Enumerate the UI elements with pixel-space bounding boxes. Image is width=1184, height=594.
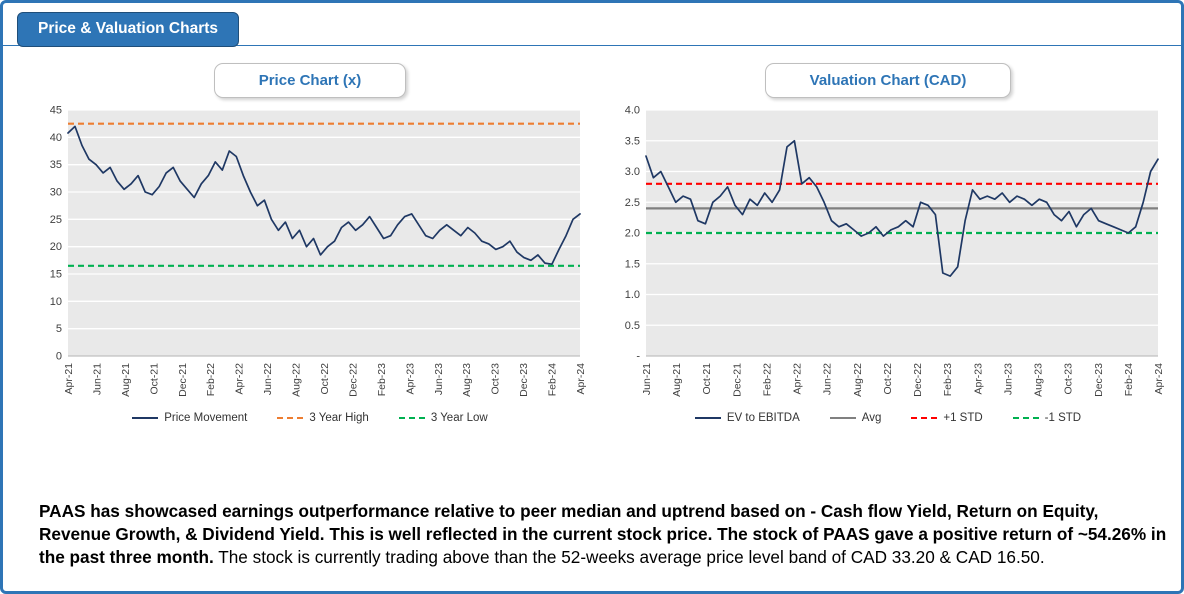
- x-tick-label: Oct-22: [319, 363, 331, 395]
- x-tick-label: Jun-22: [262, 363, 274, 395]
- legend-label: Price Movement: [164, 412, 248, 424]
- price-movement-line-sample-icon: [132, 417, 159, 419]
- x-tick-label: Aug-22: [852, 363, 864, 397]
- legend-label: Avg: [861, 412, 882, 424]
- y-tick-label: 30: [50, 187, 62, 199]
- y-tick-label: 4.0: [625, 105, 640, 117]
- x-tick-label: Oct-23: [490, 363, 502, 395]
- y-tick-label: 1.0: [625, 289, 640, 301]
- legend-item-1-std: +1 STD: [911, 412, 983, 424]
- y-tick-label: 1.5: [625, 258, 640, 270]
- ev-to-ebitda-line-sample-icon: [694, 417, 721, 419]
- commentary-text: PAAS has showcased earnings outperforman…: [39, 500, 1173, 569]
- y-tick-label: 35: [50, 159, 62, 171]
- page-title: Price & Valuation Charts: [17, 12, 240, 47]
- x-tick-label: Jun-22: [822, 363, 834, 395]
- x-tick-label: Oct-23: [1063, 363, 1075, 395]
- x-tick-label: Dec-22: [347, 363, 359, 397]
- charts-row: Price Chart (x) 0 5 10 15 20 25 30 35 40 45 Apr-21…: [29, 53, 1169, 453]
- x-tick-label: Jun-23: [1002, 363, 1014, 395]
- 3-year-low-line-sample-icon: [398, 417, 425, 419]
- x-tick-label: Apr-24: [575, 363, 587, 395]
- 1-std-line-sample-icon: [911, 417, 938, 419]
- y-tick-label: -: [636, 351, 640, 363]
- y-tick-label: 25: [50, 214, 62, 226]
- x-tick-label: Oct-21: [701, 363, 713, 395]
- series-price-movement: [67, 125, 581, 266]
- x-tick-label: Jun-21: [91, 363, 103, 395]
- price-chart-title: Price Chart (x): [213, 63, 407, 98]
- x-tick-label: Feb-22: [761, 363, 773, 396]
- y-tick-label: 3.0: [625, 166, 640, 178]
- y-tick-label: 15: [50, 269, 62, 281]
- y-tick-label: 40: [50, 132, 62, 144]
- valuation-chart-canvas: - 0.5 1.0 1.5 2.0 2.5 3.0 3.5 4.0 Jun-21 Aug-21 Oct…: [625, 105, 1165, 397]
- x-tick-label: Dec-23: [1093, 363, 1105, 397]
- y-tick-label: 3.5: [625, 135, 640, 147]
- x-tick-label: Aug-23: [1033, 363, 1045, 397]
- x-tick-label: Dec-23: [518, 363, 530, 397]
- x-tick-label: Oct-22: [882, 363, 894, 395]
- x-tick-label: Feb-24: [1123, 363, 1135, 396]
- valuation-chart-section: Valuation Chart (CAD) - 0.5 1.0 1.5 2.0 2.5 3.…: [607, 53, 1169, 453]
- x-tick-label: Feb-23: [376, 363, 388, 396]
- series-ev-to-ebitda: [645, 139, 1159, 277]
- x-tick-label: Apr-23: [404, 363, 416, 395]
- valuation-chart-legend: EV to EBITDA Avg +1 STD -1 STD: [694, 412, 1082, 424]
- x-tick-label: Oct-21: [148, 363, 160, 395]
- legend-label: EV to EBITDA: [726, 412, 800, 424]
- x-tick-label: Feb-24: [547, 363, 559, 396]
- x-tick-label: Feb-22: [205, 363, 217, 396]
- x-tick-label: Aug-22: [291, 363, 303, 397]
- y-tick-label: 2.5: [625, 197, 640, 209]
- plot-area: [68, 110, 580, 356]
- 1-std-line-sample-icon: [1012, 417, 1039, 419]
- legend-item-price-movement: Price Movement: [132, 412, 247, 424]
- x-tick-label: Apr-24: [1153, 363, 1165, 395]
- x-tick-label: Jun-23: [433, 363, 445, 395]
- price-chart-canvas: 0 5 10 15 20 25 30 35 40 45 Apr-21 Jun-21 Aug-21 Oct-…: [50, 105, 587, 397]
- commentary-regular: The stock is currently trading above tha…: [218, 546, 1045, 567]
- y-tick-label: 0: [56, 351, 62, 363]
- legend-label: 3 Year Low: [430, 412, 488, 424]
- x-tick-label: Apr-23: [972, 363, 984, 395]
- legend-item-avg: Avg: [829, 412, 882, 424]
- price-chart-legend: Price Movement 3 Year High 3 Year Low: [132, 412, 488, 424]
- x-tick-label: Apr-22: [792, 363, 804, 395]
- y-tick-label: 45: [50, 105, 62, 117]
- x-tick-label: Aug-21: [120, 363, 132, 397]
- legend-label: 3 Year High: [309, 412, 369, 424]
- x-tick-label: Aug-23: [461, 363, 473, 397]
- legend-item-ev-to-ebitda: EV to EBITDA: [694, 412, 800, 424]
- x-tick-label: Dec-22: [912, 363, 924, 397]
- x-tick-label: Dec-21: [177, 363, 189, 397]
- panel-top-border: [3, 45, 1181, 46]
- x-tick-label: Apr-21: [63, 363, 75, 395]
- legend-item-3-year-low: 3 Year Low: [398, 412, 488, 424]
- y-tick-label: 5: [56, 323, 62, 335]
- valuation-chart-title: Valuation Chart (CAD): [764, 63, 1012, 98]
- 3-year-high-line-sample-icon: [277, 417, 304, 419]
- legend-label: +1 STD: [943, 412, 983, 424]
- y-tick-label: 2.0: [625, 228, 640, 240]
- y-tick-label: 0.5: [625, 320, 640, 332]
- x-tick-label: Dec-21: [731, 363, 743, 397]
- y-tick-label: 10: [50, 296, 62, 308]
- commentary-bold: PAAS has showcased earnings outperforman…: [39, 501, 1167, 567]
- legend-label: -1 STD: [1044, 412, 1082, 424]
- x-tick-label: Feb-23: [942, 363, 954, 396]
- y-tick-label: 20: [50, 241, 62, 253]
- x-tick-label: Jun-21: [641, 363, 653, 395]
- x-tick-label: Aug-21: [671, 363, 683, 397]
- legend-item-1-std: -1 STD: [1012, 412, 1082, 424]
- price-chart-section: Price Chart (x) 0 5 10 15 20 25 30 35 40 45 Apr-21…: [29, 53, 591, 453]
- legend-item-3-year-high: 3 Year High: [277, 412, 369, 424]
- x-tick-label: Apr-22: [234, 363, 246, 395]
- avg-line-sample-icon: [829, 417, 856, 419]
